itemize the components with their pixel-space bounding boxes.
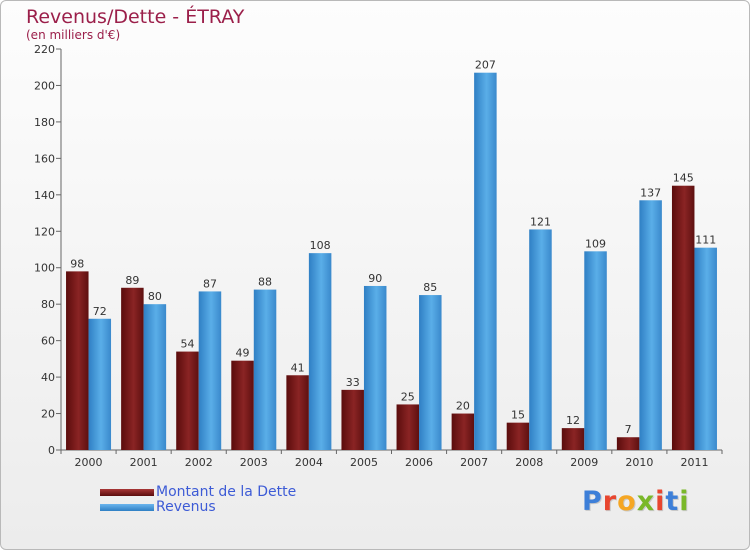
y-tick-label: 60 <box>41 335 55 348</box>
bar-revenue <box>308 253 332 450</box>
bar-revenue <box>639 200 662 450</box>
bar-debt <box>396 404 420 450</box>
y-tick-label: 80 <box>41 298 55 311</box>
y-tick-label: 40 <box>41 371 55 384</box>
x-tick-label: 2004 <box>295 456 323 469</box>
bar-revenue <box>529 229 552 450</box>
chart-title: Revenus/Dette - ÉTRAY <box>26 6 245 28</box>
bar-revenue <box>584 251 607 450</box>
data-label-debt: 145 <box>673 172 694 185</box>
data-label-debt: 98 <box>70 257 84 270</box>
y-tick-label: 120 <box>34 225 55 238</box>
data-label-debt: 12 <box>566 414 580 427</box>
data-label-revenue: 111 <box>695 234 716 247</box>
proxiti-logo[interactable]: Proxiti <box>582 486 690 517</box>
y-tick-label: 220 <box>34 43 55 56</box>
bar-revenue <box>419 295 442 450</box>
logo-letter: i <box>655 486 666 517</box>
bar-revenue <box>198 291 222 450</box>
data-label-revenue: 88 <box>258 276 272 289</box>
y-tick-label: 20 <box>41 408 55 421</box>
bar-revenue <box>88 318 112 450</box>
x-tick-label: 2006 <box>405 456 433 469</box>
y-tick-label: 180 <box>34 116 55 129</box>
data-label-debt: 49 <box>236 347 250 360</box>
data-label-debt: 25 <box>401 390 415 403</box>
x-tick-label: 2007 <box>460 456 488 469</box>
logo-letter: o <box>617 486 637 517</box>
data-label-debt: 89 <box>125 274 139 287</box>
data-label-debt: 41 <box>291 361 305 374</box>
x-tick-label: 2005 <box>350 456 378 469</box>
x-tick-label: 2000 <box>75 456 103 469</box>
logo-letter: i <box>679 486 690 517</box>
bar-revenue <box>143 304 167 450</box>
x-tick-label: 2003 <box>240 456 268 469</box>
data-label-debt: 54 <box>180 338 194 351</box>
logo-letter: t <box>665 486 680 517</box>
y-tick-label: 0 <box>48 444 55 457</box>
data-label-revenue: 121 <box>530 215 551 228</box>
bar-revenue <box>694 247 717 450</box>
y-tick-label: 140 <box>34 189 55 202</box>
bar-debt <box>66 271 89 450</box>
bar-debt <box>616 437 640 450</box>
bar-debt <box>176 351 199 450</box>
x-tick-label: 2009 <box>570 456 598 469</box>
legend-swatch-debt <box>100 489 154 496</box>
bar-debt <box>451 413 475 450</box>
data-label-revenue: 137 <box>640 186 661 199</box>
data-label-revenue: 207 <box>475 59 496 72</box>
y-tick-label: 160 <box>34 152 55 165</box>
x-tick-label: 2001 <box>130 456 158 469</box>
bar-debt <box>506 422 530 450</box>
data-label-revenue: 90 <box>368 272 382 285</box>
bar-debt <box>286 375 309 450</box>
x-tick-label: 2002 <box>185 456 213 469</box>
data-label-debt: 33 <box>346 376 360 389</box>
data-label-revenue: 87 <box>203 277 217 290</box>
y-tick-label: 100 <box>34 262 55 275</box>
bar-debt <box>671 185 695 451</box>
bar-debt <box>561 428 585 450</box>
bar-revenue <box>363 285 387 450</box>
legend-swatch-revenue <box>100 504 154 511</box>
x-tick-label: 2010 <box>625 456 653 469</box>
legend-label-debt: Montant de la Dette <box>156 484 297 500</box>
x-tick-label: 2008 <box>515 456 543 469</box>
bar-debt <box>231 360 254 450</box>
bar-debt <box>341 389 364 450</box>
data-label-revenue: 72 <box>93 305 107 318</box>
data-label-revenue: 108 <box>310 239 331 252</box>
bar-revenue <box>474 72 497 450</box>
data-label-revenue: 85 <box>423 281 437 294</box>
data-label-revenue: 80 <box>148 290 162 303</box>
logo-letter: P <box>582 486 603 517</box>
bar-debt <box>121 287 144 450</box>
chart-subtitle: (en milliers d'€) <box>26 28 121 42</box>
data-label-debt: 15 <box>511 409 525 422</box>
bar-revenue <box>253 289 277 450</box>
x-tick-label: 2011 <box>680 456 708 469</box>
logo-letter: x <box>636 486 656 517</box>
data-label-debt: 20 <box>456 400 470 413</box>
legend-label-revenue: Revenus <box>156 499 216 515</box>
data-label-revenue: 109 <box>585 237 606 250</box>
logo-letter: r <box>602 486 618 517</box>
data-label-debt: 7 <box>625 423 632 436</box>
y-tick-label: 200 <box>34 79 55 92</box>
